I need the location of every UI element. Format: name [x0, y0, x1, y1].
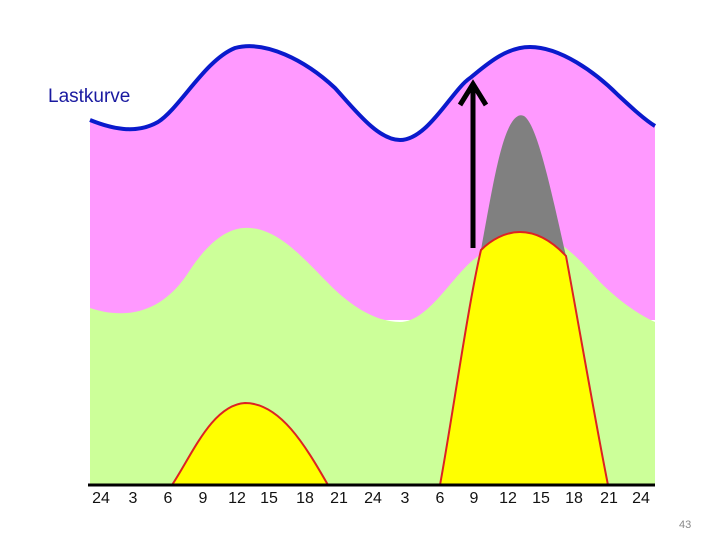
page-number: 43 — [679, 519, 692, 531]
tick-label: 21 — [600, 490, 618, 507]
load-curve-label: Lastkurve — [48, 86, 131, 107]
tick-label: 24 — [364, 490, 382, 507]
tick-label: 6 — [164, 490, 173, 507]
peak-area — [481, 115, 566, 256]
tick-label: 9 — [470, 490, 479, 507]
tick-label: 24 — [92, 490, 110, 507]
yellow-area-right — [438, 230, 610, 486]
tick-label: 3 — [401, 490, 410, 507]
tick-label: 9 — [199, 490, 208, 507]
tick-label: 18 — [565, 490, 583, 507]
tick-label: 18 — [296, 490, 314, 507]
tick-label: 24 — [632, 490, 650, 507]
yellow-area-left — [170, 401, 330, 486]
load-curve-line — [89, 44, 657, 143]
tick-label: 21 — [330, 490, 348, 507]
time-axis-ticks: 24 3 6 9 12 15 18 21 24 3 6 9 12 15 18 2… — [92, 490, 650, 507]
tick-label: 6 — [436, 490, 445, 507]
arrow-head-icon — [457, 79, 489, 107]
tick-label: 12 — [228, 490, 246, 507]
tick-label: 3 — [129, 490, 138, 507]
tick-label: 15 — [532, 490, 550, 507]
tick-label: 15 — [260, 490, 278, 507]
tick-label: 12 — [499, 490, 517, 507]
